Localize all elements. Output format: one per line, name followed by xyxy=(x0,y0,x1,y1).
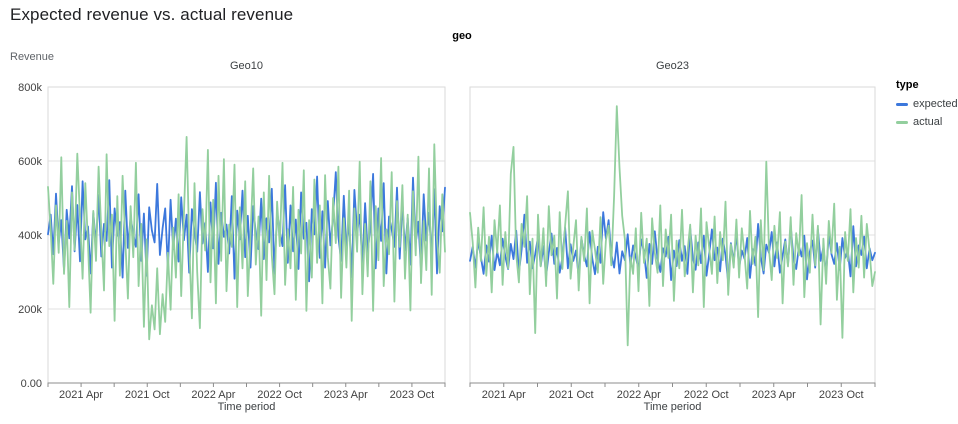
legend-title: type xyxy=(896,79,919,91)
x-tick-label: 2021 Apr xyxy=(482,389,526,401)
legend-label-expected: expected xyxy=(913,98,958,110)
x-axis-title-right: Time period xyxy=(643,401,702,413)
x-axis-title-left: Time period xyxy=(217,401,276,413)
x-tick-label: 2021 Apr xyxy=(59,389,103,401)
legend-item-expected[interactable]: expected xyxy=(896,98,958,110)
x-tick-label: 2023 Apr xyxy=(324,389,368,401)
x-tick-label: 2023 Oct xyxy=(819,389,864,401)
series-line-actual[interactable] xyxy=(469,105,876,347)
y-tick-label: 0.00 xyxy=(21,378,42,390)
panel-title-geo10: Geo10 xyxy=(229,60,264,72)
y-tick-label: 400k xyxy=(18,230,42,242)
legend-swatch-actual-icon xyxy=(896,120,908,124)
legend-swatch-expected-icon xyxy=(896,102,908,106)
page-title: Expected revenue vs. actual revenue xyxy=(10,5,294,24)
x-tick-label: 2022 Oct xyxy=(257,389,302,401)
x-tick-label: 2022 Apr xyxy=(191,389,235,401)
x-tick-label: 2022 Oct xyxy=(684,389,729,401)
x-tick-label: 2022 Apr xyxy=(617,389,661,401)
facet-field-label: geo xyxy=(452,30,472,42)
series-line-actual[interactable] xyxy=(47,135,446,341)
x-tick-label: 2023 Oct xyxy=(390,389,435,401)
x-tick-label: 2021 Oct xyxy=(125,389,170,401)
legend-item-actual[interactable]: actual xyxy=(896,116,958,128)
y-axis-title: Revenue xyxy=(10,51,55,63)
legend: type expected actual xyxy=(896,79,958,134)
y-tick-label: 600k xyxy=(18,156,42,168)
y-tick-label: 200k xyxy=(18,304,42,316)
panel-geo10[interactable]: 0.00 200k 400k 600k 800k 2021 Apr 2021 Oct 2022… xyxy=(18,82,446,401)
panel-geo23[interactable]: 2021 Apr 2021 Oct 2022 Apr 2022 Oct 2023 Apr… xyxy=(469,86,876,401)
x-tick-label: 2021 Oct xyxy=(549,389,594,401)
y-tick-label: 800k xyxy=(18,82,42,94)
x-tick-label: 2023 Apr xyxy=(752,389,796,401)
panel-title-geo23: Geo23 xyxy=(655,60,690,72)
legend-label-actual: actual xyxy=(913,116,943,128)
